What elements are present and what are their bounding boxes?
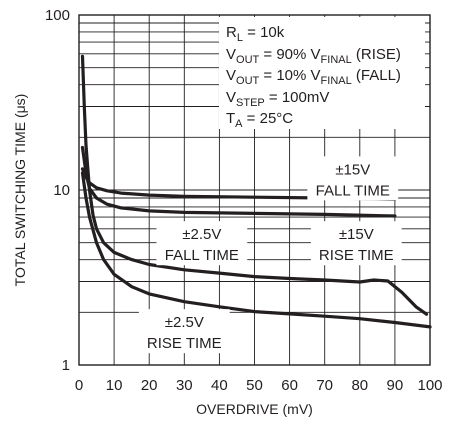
- x-tick-20: 20: [141, 377, 158, 394]
- label-bg-0: [307, 156, 399, 201]
- series-label-2-line-1: FALL TIME: [165, 247, 239, 264]
- condition-vout-rise: VOUT = 90% VFINAL (RISE): [226, 46, 401, 66]
- series-label-3-line-1: RISE TIME: [147, 335, 222, 352]
- tick-labels: 0 10 20 30 40 50 60 70 80 90 100 100 10 1: [45, 7, 443, 394]
- y-axis-label: TOTAL SWITCHING TIME (μs): [12, 94, 28, 287]
- x-tick-10: 10: [106, 377, 123, 394]
- x-axis-label: OVERDRIVE (mV): [196, 401, 313, 417]
- series-label-1-line-1: RISE TIME: [319, 247, 394, 264]
- x-tick-80: 80: [351, 377, 368, 394]
- y-tick-1: 1: [62, 357, 70, 374]
- x-tick-70: 70: [316, 377, 333, 394]
- data-curves: [80, 54, 432, 329]
- series-line-3: [80, 171, 432, 329]
- y-tick-100: 100: [45, 7, 70, 24]
- label-bg-1: [310, 221, 402, 266]
- series-label-0-line-0: ±15V: [335, 161, 370, 178]
- x-tick-30: 30: [176, 377, 193, 394]
- condition-ta: TA = 25°C: [226, 110, 293, 130]
- condition-rl: RL = 10k: [226, 24, 285, 44]
- series-label-0-line-1: FALL TIME: [316, 182, 390, 199]
- curve-labels: ±15V FALL TIME ±15V RISE TIME ±2.5V FALL TIME…: [138, 156, 402, 354]
- x-tick-90: 90: [387, 377, 404, 394]
- x-tick-50: 50: [246, 377, 263, 394]
- series-line-2: [80, 54, 429, 316]
- y-tick-10: 10: [53, 182, 70, 199]
- x-tick-40: 40: [211, 377, 228, 394]
- plot-frame: [78, 14, 431, 366]
- series-label-3-line-0: ±2.5V: [165, 314, 204, 331]
- x-tick-100: 100: [417, 377, 442, 394]
- condition-vout-fall: VOUT = 10% VFINAL (FALL): [226, 67, 401, 87]
- series-label-2-line-0: ±2.5V: [182, 226, 221, 243]
- x-tick-60: 60: [281, 377, 298, 394]
- x-tick-0: 0: [75, 377, 83, 394]
- condition-vstep: VSTEP = 100mV: [226, 89, 329, 109]
- test-conditions: RL = 10k VOUT = 90% VFINAL (RISE) VOUT =…: [219, 17, 425, 130]
- series-label-1-line-0: ±15V: [339, 226, 374, 243]
- label-bg-2: [156, 221, 248, 266]
- label-bg-3: [138, 309, 230, 354]
